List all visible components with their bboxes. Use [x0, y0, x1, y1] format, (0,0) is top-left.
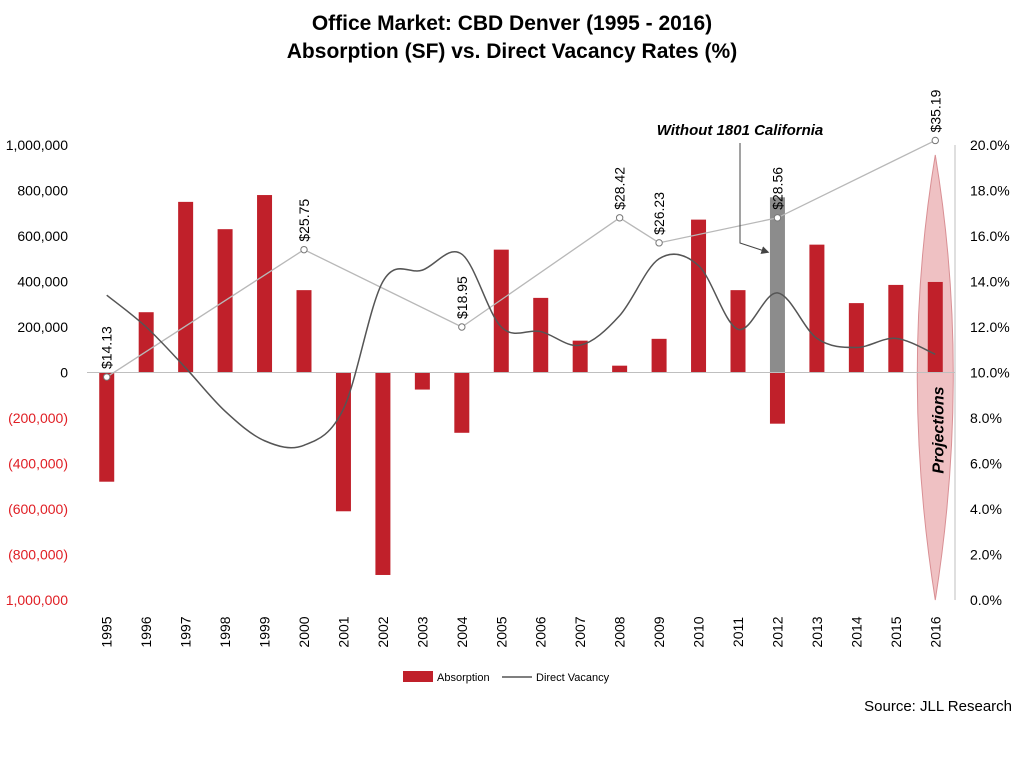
chart-subtitle: Absorption (SF) vs. Direct Vacancy Rates… [286, 40, 738, 63]
legend-vacancy-label: Direct Vacancy [536, 672, 610, 684]
x-tick-label: 2013 [809, 616, 825, 647]
rent-point [655, 239, 663, 247]
vacancy-line [106, 251, 936, 449]
x-tick-label: 1996 [138, 616, 154, 647]
y-left-tick-label: 1,000,000 [6, 137, 68, 153]
y-left-tick-label: 0 [60, 365, 68, 381]
y-left-tick-label: 200,000 [17, 319, 68, 335]
y-right-tick-label: 4.0% [970, 501, 1002, 517]
y-left-tick-label: (800,000) [8, 547, 68, 563]
rent-point [773, 214, 782, 222]
x-tick-label: 2016 [927, 616, 943, 647]
rent-point [103, 373, 111, 381]
y-right-tick-label: 10.0% [970, 365, 1010, 381]
y-left-tick-label: (600,000) [8, 501, 68, 517]
absorption-bar [257, 195, 273, 373]
x-tick-label: 1999 [257, 616, 273, 647]
legend-absorption-swatch [403, 671, 433, 682]
annotation-arrow [739, 143, 770, 254]
y-right-tick-label: 20.0% [970, 137, 1010, 153]
x-tick-label: 2015 [888, 616, 904, 647]
chart-title: Office Market: CBD Denver (1995 - 2016) [311, 12, 713, 35]
x-tick-label: 2008 [612, 616, 628, 647]
x-tick-label: 1995 [99, 616, 115, 647]
highlight-bar [769, 197, 785, 373]
x-tick-label: 2000 [296, 616, 312, 647]
absorption-bar [296, 290, 312, 373]
y-right-tick-label: 14.0% [970, 274, 1010, 290]
x-tick-label: 2003 [414, 616, 430, 647]
y-right-tick-label: 0.0% [970, 592, 1002, 608]
absorption-bar [651, 338, 667, 373]
absorption-bar [848, 303, 864, 373]
absorption-bar [572, 340, 588, 373]
y-right-tick-label: 6.0% [970, 456, 1002, 472]
absorption-bar [335, 372, 351, 512]
absorption-bar [691, 219, 707, 373]
y-right-tick-label: 18.0% [970, 183, 1010, 199]
absorption-bar [612, 365, 628, 373]
x-tick-label: 2002 [375, 616, 391, 647]
absorption-bar [888, 284, 904, 373]
rent-label: $28.56 [769, 167, 785, 210]
y-right-tick-label: 12.0% [970, 319, 1010, 335]
x-tick-label: 2010 [691, 616, 707, 647]
absorption-bar [99, 372, 115, 482]
y-left-tick-label: 800,000 [17, 183, 68, 199]
rent-label: $26.23 [651, 192, 667, 235]
y-left-tick-label: 400,000 [17, 274, 68, 290]
absorption-bar [178, 201, 194, 373]
projections-label: Projections [930, 386, 947, 473]
rent-label: $35.19 [927, 89, 943, 132]
x-tick-label: 2005 [493, 616, 509, 647]
source-note: Source: JLL Research [864, 698, 1012, 715]
absorption-bar [809, 244, 825, 373]
y-left-tick-label: (400,000) [8, 456, 68, 472]
x-tick-label: 2014 [848, 616, 864, 647]
x-tick-label: 2004 [454, 616, 470, 647]
x-tick-label: 2009 [651, 616, 667, 647]
x-tick-label: 2012 [769, 616, 785, 647]
y-right-tick-label: 8.0% [970, 410, 1002, 426]
x-tick-label: 1997 [178, 616, 194, 647]
absorption-bar [927, 281, 943, 373]
rent-label: $18.95 [454, 276, 470, 319]
y-left-tick-label: 1,000,000 [6, 592, 68, 608]
x-tick-label: 2001 [335, 616, 351, 647]
rent-label: $25.75 [296, 199, 312, 242]
rent-point [300, 245, 308, 254]
y-right-tick-label: 16.0% [970, 228, 1010, 244]
x-tick-label: 2007 [572, 616, 588, 647]
absorption-bar [375, 372, 391, 575]
rent-point [615, 214, 624, 222]
x-tick-label: 1998 [217, 616, 233, 647]
annotation-text: Without 1801 California [657, 122, 824, 139]
y-right-tick-label: 2.0% [970, 547, 1002, 563]
x-tick-label: 2011 [730, 617, 746, 647]
legend-absorption-label: Absorption [437, 672, 490, 684]
y-left-tick-label: (200,000) [8, 410, 68, 426]
projection-shade [916, 154, 954, 601]
chart-title-block: Office Market: CBD Denver (1995 - 2016) … [0, 10, 1024, 66]
absorption-bar [769, 372, 785, 424]
absorption-bar [730, 290, 746, 373]
rent-point [458, 323, 466, 331]
absorption-bar [533, 297, 549, 373]
absorption-bar [493, 249, 509, 373]
x-tick-label: 2006 [533, 616, 549, 647]
absorption-bar [414, 372, 430, 390]
absorption-bar [138, 312, 154, 373]
rent-label: $14.13 [99, 326, 115, 369]
absorption-bar [454, 372, 470, 433]
rent-label: $28.42 [612, 167, 628, 210]
y-left-tick-label: 600,000 [17, 228, 68, 244]
rent-point [931, 136, 939, 145]
